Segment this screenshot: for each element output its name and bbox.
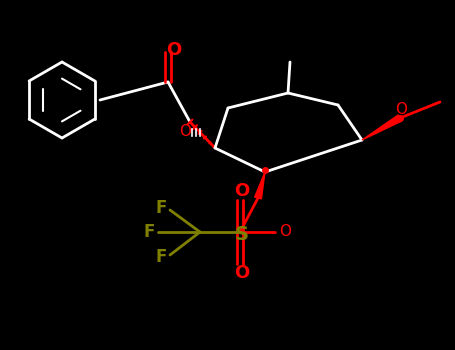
Polygon shape [362,115,402,140]
Text: O: O [234,182,250,200]
Text: F: F [143,223,155,241]
Text: O: O [234,264,250,282]
Text: F: F [155,199,167,217]
Polygon shape [255,172,265,199]
Text: O: O [279,224,291,239]
Text: F: F [155,248,167,266]
Text: O: O [395,103,407,118]
Text: S: S [235,224,249,244]
Text: O: O [179,125,191,140]
Text: O: O [167,41,182,59]
